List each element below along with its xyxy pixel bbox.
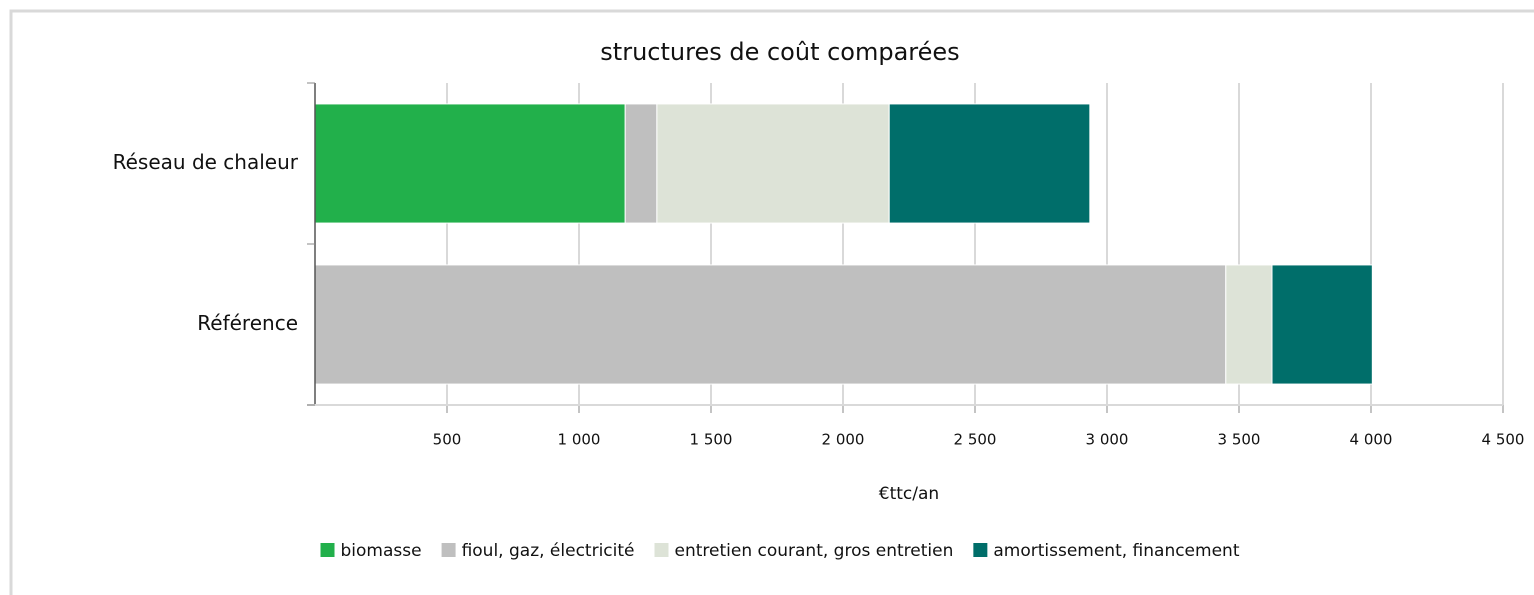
- x-tick-label: 4 000: [1350, 431, 1393, 449]
- bar-segment: [656, 103, 890, 224]
- chart-title: structures de coût comparées: [600, 38, 959, 66]
- x-axis-title: €ttc/an: [879, 484, 939, 504]
- legend-item: biomasse: [320, 541, 422, 561]
- bar-segment: [314, 264, 1227, 385]
- bar-segment: [314, 103, 626, 224]
- x-tick-label: 4 500: [1482, 431, 1525, 449]
- x-tick-label: 500: [433, 431, 462, 449]
- legend-item: amortissement, financement: [973, 541, 1240, 561]
- x-tick-label: 3 000: [1086, 431, 1129, 449]
- legend-swatch: [654, 543, 669, 557]
- legend-label: entretien courant, gros entretien: [675, 541, 954, 561]
- bar-segment: [1271, 264, 1373, 385]
- bar-segment: [624, 103, 658, 224]
- legend-label: fioul, gaz, électricité: [462, 541, 635, 561]
- legend-swatch: [320, 543, 335, 557]
- x-tick-label: 2 000: [822, 431, 865, 449]
- x-tick-label: 3 500: [1218, 431, 1261, 449]
- x-tick-label: 1 500: [690, 431, 733, 449]
- legend-item: entretien courant, gros entretien: [654, 541, 954, 561]
- x-tick-label: 2 500: [954, 431, 997, 449]
- y-tick-label: Réseau de chaleur: [113, 150, 299, 174]
- bar-segment: [1225, 264, 1273, 385]
- legend-swatch: [441, 543, 456, 557]
- legend-item: fioul, gaz, électricité: [441, 541, 635, 561]
- y-tick-label: Référence: [197, 311, 298, 335]
- x-tick-label: 1 000: [558, 431, 601, 449]
- legend-swatch: [973, 543, 988, 557]
- legend-label: biomasse: [341, 541, 422, 561]
- legend-label: amortissement, financement: [993, 541, 1239, 561]
- frame: [9, 9, 1534, 595]
- bar-segment: [888, 103, 1091, 224]
